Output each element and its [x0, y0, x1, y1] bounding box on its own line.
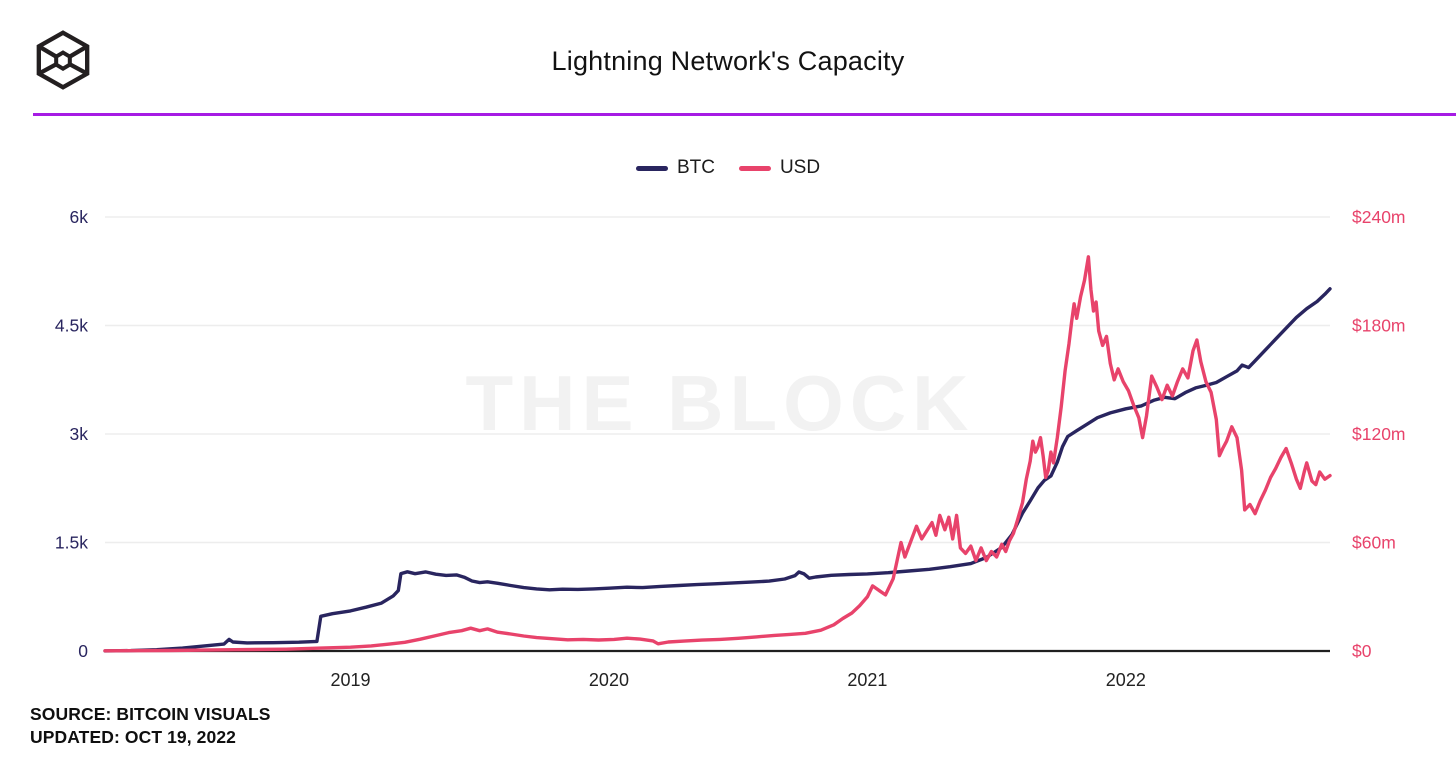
legend-item-usd: USD [738, 157, 821, 179]
legend-label-btc: BTC [676, 157, 715, 178]
legend-item-btc: BTC [635, 157, 715, 179]
legend-label-usd: USD [779, 157, 821, 178]
purple-divider [33, 113, 1456, 116]
usd-line-swatch [738, 165, 771, 171]
series-line-usd [103, 255, 1332, 653]
chart-legend: BTC USD [0, 157, 1456, 179]
x-axis-tick-label: 2021 [847, 670, 887, 690]
watermark-text: THE BLOCK [466, 359, 975, 447]
left-axis-tick-label: 6k [70, 207, 89, 227]
source-text: SOURCE: BITCOIN VISUALS [30, 704, 271, 724]
x-axis-tick-label: 2019 [330, 670, 370, 690]
x-axis-tick-label: 2020 [589, 670, 629, 690]
left-axis-tick-label: 0 [78, 641, 88, 661]
series-line-btc [103, 287, 1332, 653]
right-axis-tick-label: $0 [1352, 641, 1372, 661]
page-title: Lightning Network's Capacity [551, 46, 905, 76]
left-axis-tick-label: 3k [70, 424, 89, 444]
btc-line-swatch [635, 165, 668, 171]
chart-canvas: THE BLOCK 0 1.5k 3k 4.5k 6k $0 $60m $120m $180m $2… [55, 207, 1406, 690]
chart-footer: SOURCE: BITCOIN VISUALS UPDATED: OCT 19,… [30, 703, 271, 749]
left-axis-tick-label: 4.5k [55, 316, 88, 336]
left-axis-tick-label: 1.5k [55, 533, 88, 553]
x-axis-tick-label: 2022 [1106, 670, 1146, 690]
updated-text: UPDATED: OCT 19, 2022 [30, 727, 236, 747]
right-axis-tick-label: $240m [1352, 207, 1406, 227]
right-axis-tick-label: $180m [1352, 316, 1406, 336]
right-axis-tick-label: $120m [1352, 424, 1406, 444]
right-axis-tick-label: $60m [1352, 533, 1396, 553]
the-block-logo [36, 30, 90, 90]
